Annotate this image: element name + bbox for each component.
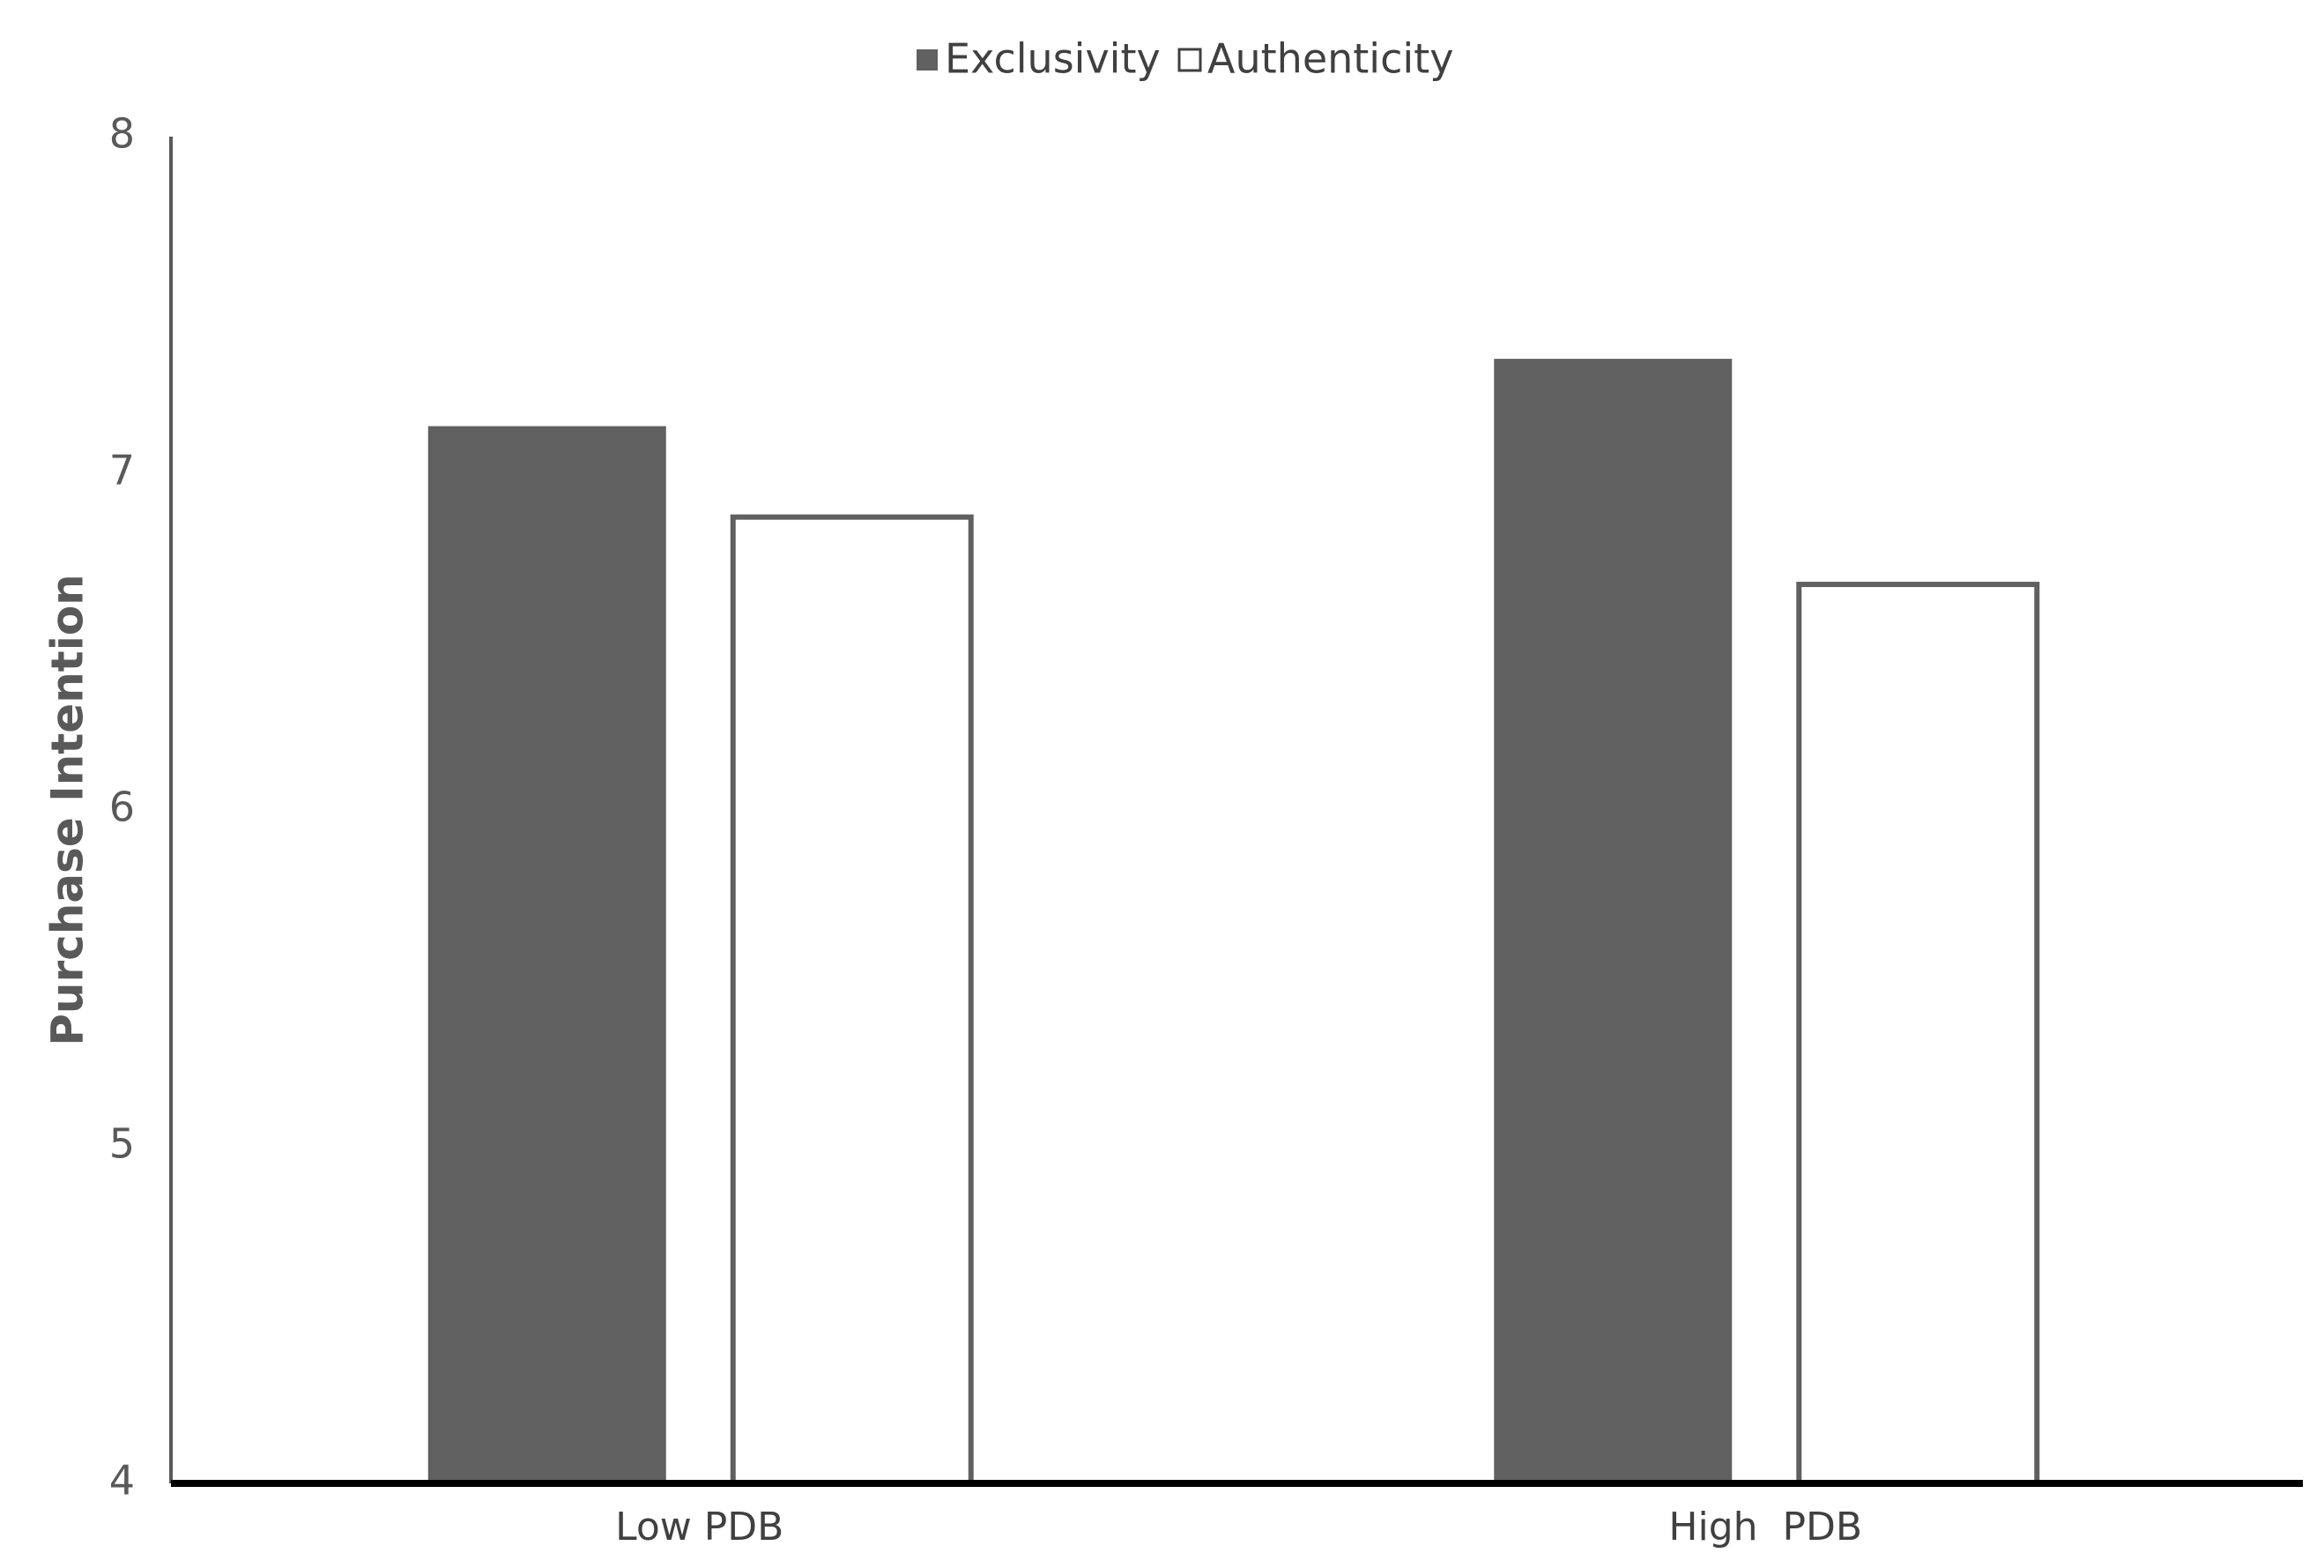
legend-marker (1177, 48, 1202, 72)
y-tick-label: 4 (109, 1457, 135, 1505)
bar (1796, 582, 2040, 1486)
y-tick-label: 6 (109, 784, 135, 831)
bar (427, 426, 666, 1483)
bar (1494, 359, 1733, 1483)
y-axis-title: Purchase Intention (42, 574, 93, 1046)
x-tick-label: High PDB (1668, 1505, 1862, 1549)
legend-marker (917, 49, 938, 71)
y-tick-label: 5 (109, 1120, 135, 1168)
legend-label: Exclusivity (945, 35, 1161, 83)
bar (730, 514, 974, 1486)
y-tick-label: 8 (109, 110, 135, 158)
y-tick-label: 7 (109, 447, 135, 494)
x-tick-label: Low PDB (615, 1505, 783, 1549)
legend-label: Authenticity (1207, 35, 1453, 83)
